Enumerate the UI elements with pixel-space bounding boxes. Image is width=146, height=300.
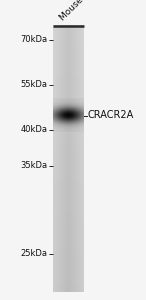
- Text: 40kDa: 40kDa: [20, 125, 47, 134]
- Text: 25kDa: 25kDa: [20, 249, 47, 258]
- Text: CRACR2A: CRACR2A: [88, 110, 134, 121]
- Text: 70kDa: 70kDa: [20, 35, 47, 44]
- Text: 55kDa: 55kDa: [20, 80, 47, 89]
- Text: 35kDa: 35kDa: [20, 161, 47, 170]
- Text: Mouse liver: Mouse liver: [58, 0, 101, 22]
